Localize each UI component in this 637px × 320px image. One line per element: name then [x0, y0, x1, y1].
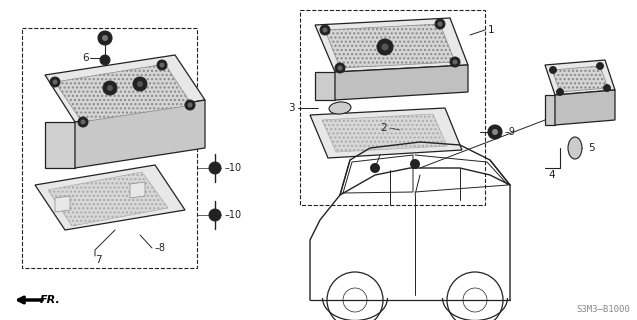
Circle shape	[103, 81, 117, 95]
Polygon shape	[75, 100, 205, 168]
Polygon shape	[545, 60, 615, 95]
Polygon shape	[48, 172, 168, 226]
Circle shape	[435, 19, 445, 29]
Polygon shape	[45, 55, 205, 122]
Circle shape	[157, 60, 167, 70]
Circle shape	[187, 102, 192, 108]
Circle shape	[209, 209, 221, 221]
Text: 6: 6	[82, 53, 89, 63]
Bar	[300, 10, 485, 205]
Circle shape	[209, 162, 221, 174]
Circle shape	[52, 79, 57, 84]
Text: 7: 7	[95, 255, 102, 265]
Circle shape	[159, 62, 164, 68]
Circle shape	[50, 77, 60, 87]
Circle shape	[596, 62, 603, 69]
Circle shape	[338, 66, 343, 70]
Polygon shape	[545, 95, 555, 125]
Circle shape	[335, 63, 345, 73]
Circle shape	[492, 129, 498, 135]
Text: S3M3–B1000: S3M3–B1000	[576, 305, 630, 314]
Circle shape	[133, 77, 147, 91]
Polygon shape	[322, 114, 447, 152]
Text: 4: 4	[548, 170, 555, 180]
Circle shape	[438, 21, 443, 27]
Text: 3: 3	[289, 103, 295, 113]
Circle shape	[137, 81, 143, 87]
Polygon shape	[130, 182, 145, 198]
Polygon shape	[315, 72, 335, 100]
Circle shape	[410, 159, 420, 169]
Circle shape	[107, 85, 113, 91]
Ellipse shape	[568, 137, 582, 159]
Text: FR.: FR.	[40, 295, 61, 305]
Polygon shape	[45, 122, 75, 168]
Circle shape	[98, 31, 112, 45]
Text: 5: 5	[588, 143, 594, 153]
Circle shape	[370, 163, 380, 173]
Circle shape	[100, 55, 110, 65]
Bar	[22, 28, 197, 268]
Polygon shape	[55, 196, 70, 212]
Ellipse shape	[329, 102, 351, 114]
Text: 2: 2	[380, 123, 387, 133]
Text: –8: –8	[155, 243, 166, 253]
Circle shape	[452, 60, 457, 65]
Polygon shape	[552, 66, 608, 92]
Text: –9: –9	[505, 127, 516, 137]
Polygon shape	[310, 108, 462, 158]
Text: 1: 1	[488, 25, 494, 35]
Polygon shape	[335, 65, 468, 100]
Circle shape	[377, 39, 393, 55]
Circle shape	[185, 100, 195, 110]
Text: –10: –10	[225, 210, 242, 220]
Circle shape	[557, 89, 564, 95]
Circle shape	[488, 125, 502, 139]
Circle shape	[102, 35, 108, 41]
Circle shape	[603, 84, 610, 92]
Circle shape	[80, 119, 85, 124]
Circle shape	[320, 25, 330, 35]
Polygon shape	[55, 64, 192, 122]
Polygon shape	[555, 90, 615, 125]
Circle shape	[450, 57, 460, 67]
Circle shape	[322, 28, 327, 33]
Polygon shape	[35, 165, 185, 230]
Circle shape	[550, 67, 557, 74]
Polygon shape	[315, 18, 468, 72]
Circle shape	[382, 44, 389, 51]
Polygon shape	[325, 24, 455, 68]
Text: –10: –10	[225, 163, 242, 173]
Circle shape	[78, 117, 88, 127]
